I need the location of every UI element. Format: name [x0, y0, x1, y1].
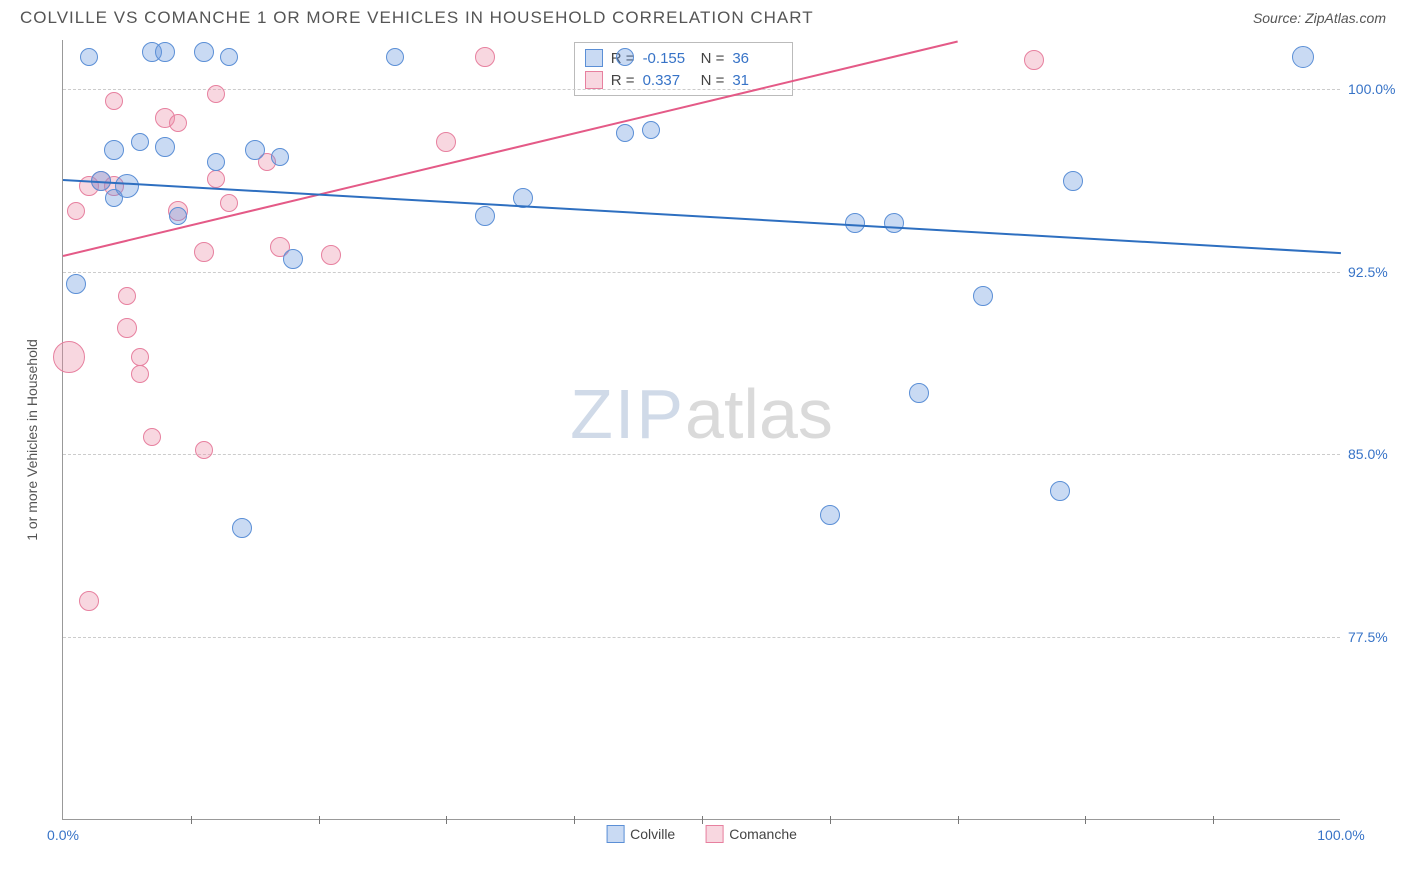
- comanche-point: [169, 114, 187, 132]
- swatch-comanche: [705, 825, 723, 843]
- comanche-point: [118, 287, 136, 305]
- swatch-colville: [585, 49, 603, 67]
- comanche-point: [53, 341, 85, 373]
- colville-point: [207, 153, 225, 171]
- x-tick: [446, 816, 447, 824]
- colville-point: [232, 518, 252, 538]
- colville-point: [131, 133, 149, 151]
- stat-r-colville: -0.155: [643, 50, 693, 67]
- colville-point: [194, 42, 214, 62]
- colville-point: [616, 48, 634, 66]
- x-tick: [1213, 816, 1214, 824]
- colville-point: [884, 213, 904, 233]
- comanche-point: [143, 428, 161, 446]
- gridline: [63, 637, 1340, 638]
- colville-point: [115, 174, 139, 198]
- colville-point: [973, 286, 993, 306]
- x-tick-label: 100.0%: [1317, 819, 1364, 843]
- colville-point: [283, 249, 303, 269]
- x-tick-label: 0.0%: [47, 819, 79, 843]
- comanche-point: [195, 441, 213, 459]
- colville-point: [155, 137, 175, 157]
- watermark: ZIPatlas: [570, 374, 833, 454]
- colville-point: [475, 206, 495, 226]
- y-tick-label: 92.5%: [1340, 264, 1388, 280]
- stats-row-comanche: R = 0.337 N = 31: [585, 69, 783, 91]
- colville-point: [1063, 171, 1083, 191]
- stat-r-comanche: 0.337: [643, 72, 693, 89]
- y-tick-label: 77.5%: [1340, 629, 1388, 645]
- comanche-point: [220, 194, 238, 212]
- legend-label-comanche: Comanche: [729, 826, 797, 842]
- watermark-atlas: atlas: [685, 375, 833, 453]
- comanche-point: [105, 92, 123, 110]
- watermark-zip: ZIP: [570, 375, 685, 453]
- x-tick: [1085, 816, 1086, 824]
- colville-point: [220, 48, 238, 66]
- colville-point: [66, 274, 86, 294]
- chart-source: Source: ZipAtlas.com: [1253, 10, 1386, 26]
- comanche-point: [194, 242, 214, 262]
- x-tick: [319, 816, 320, 824]
- comanche-point: [321, 245, 341, 265]
- stat-n-label: N =: [701, 72, 725, 89]
- colville-point: [245, 140, 265, 160]
- legend-item-comanche: Comanche: [705, 825, 797, 843]
- comanche-point: [79, 591, 99, 611]
- x-tick: [191, 816, 192, 824]
- stat-r-label: R =: [611, 72, 635, 89]
- colville-point: [909, 383, 929, 403]
- colville-point: [80, 48, 98, 66]
- colville-point: [642, 121, 660, 139]
- colville-point: [820, 505, 840, 525]
- gridline: [63, 272, 1340, 273]
- chart-header: COLVILLE VS COMANCHE 1 OR MORE VEHICLES …: [0, 0, 1406, 32]
- gridline: [63, 454, 1340, 455]
- legend-label-colville: Colville: [630, 826, 675, 842]
- swatch-colville: [606, 825, 624, 843]
- x-tick: [702, 816, 703, 824]
- colville-point: [104, 140, 124, 160]
- colville-point: [1292, 46, 1314, 68]
- colville-point: [386, 48, 404, 66]
- stat-n-colville: 36: [732, 50, 782, 67]
- comanche-point: [1024, 50, 1044, 70]
- x-tick: [830, 816, 831, 824]
- chart-title: COLVILLE VS COMANCHE 1 OR MORE VEHICLES …: [20, 8, 814, 28]
- comanche-point: [131, 365, 149, 383]
- stat-n-label: N =: [701, 50, 725, 67]
- y-axis-title: 1 or more Vehicles in Household: [24, 339, 40, 541]
- x-tick: [958, 816, 959, 824]
- comanche-point: [207, 85, 225, 103]
- y-tick-label: 85.0%: [1340, 446, 1388, 462]
- colville-trend-line: [63, 179, 1341, 254]
- colville-point: [616, 124, 634, 142]
- colville-point: [271, 148, 289, 166]
- colville-point: [169, 207, 187, 225]
- chart-container: 1 or more Vehicles in Household ZIPatlas…: [20, 40, 1386, 840]
- plot-area: ZIPatlas R = -0.155 N = 36 R = 0.337 N =…: [62, 40, 1340, 820]
- comanche-point: [67, 202, 85, 220]
- colville-point: [1050, 481, 1070, 501]
- colville-point: [155, 42, 175, 62]
- comanche-point: [207, 170, 225, 188]
- comanche-point: [131, 348, 149, 366]
- swatch-comanche: [585, 71, 603, 89]
- x-tick: [574, 816, 575, 824]
- colville-point: [845, 213, 865, 233]
- legend-item-colville: Colville: [606, 825, 675, 843]
- comanche-point: [117, 318, 137, 338]
- y-tick-label: 100.0%: [1340, 81, 1395, 97]
- gridline: [63, 89, 1340, 90]
- comanche-point: [436, 132, 456, 152]
- comanche-point: [475, 47, 495, 67]
- stats-row-colville: R = -0.155 N = 36: [585, 47, 783, 69]
